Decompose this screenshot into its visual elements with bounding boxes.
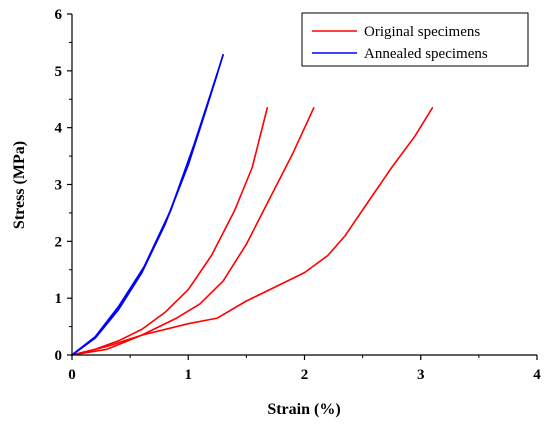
plot-lines (71, 54, 434, 356)
series-line-5 (71, 72, 219, 356)
series-line-3 (71, 107, 434, 356)
y-tick-label-0: 0 (55, 348, 63, 364)
x-tick-label-1: 1 (185, 367, 193, 383)
legend-label-annealed: Annealed specimens (364, 46, 488, 62)
legend-box (301, 12, 529, 67)
y-axis-title: Stress (MPa) (11, 141, 28, 229)
x-tick-label-3: 3 (417, 367, 425, 383)
y-tick-label-5: 5 (55, 64, 63, 80)
x-axis-title: Strain (%) (267, 401, 340, 418)
ticks: 0 1 2 3 4 0 1 2 3 4 5 6 (55, 7, 542, 383)
y-tick-label-4: 4 (55, 121, 63, 137)
y-tick-label-3: 3 (55, 178, 63, 194)
y-tick-label-2: 2 (55, 234, 63, 250)
y-tick-label-6: 6 (55, 7, 63, 23)
legend-label-original: Original specimens (364, 24, 480, 40)
series-line-2 (71, 107, 315, 356)
y-tick-label-1: 1 (55, 291, 63, 307)
x-tick-label-0: 0 (68, 367, 76, 383)
x-tick-label-4: 4 (533, 367, 541, 383)
series-line-1 (71, 107, 269, 356)
series-line-4 (71, 54, 224, 356)
legend: Original specimens Annealed specimens (301, 12, 529, 67)
x-tick-label-2: 2 (301, 367, 309, 383)
